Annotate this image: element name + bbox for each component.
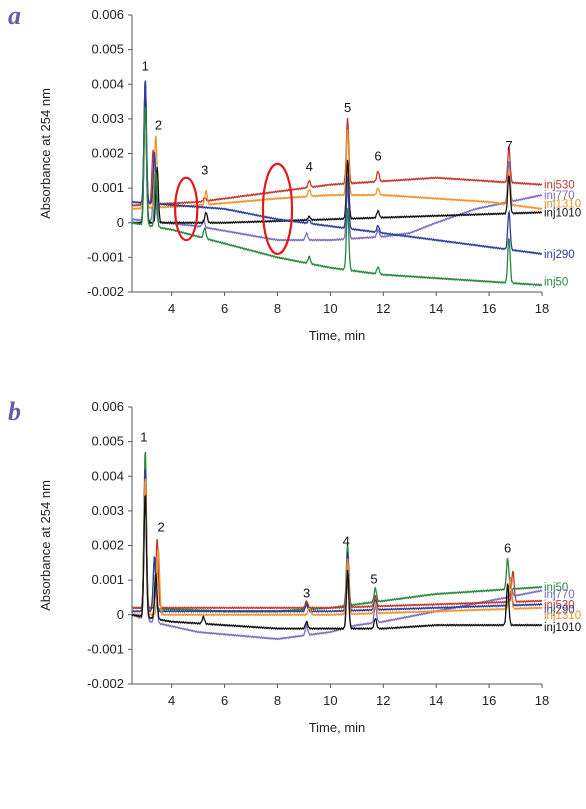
- x-axis-label: Time, min: [309, 328, 366, 343]
- legend-entry-inj1310: inj1310: [544, 199, 581, 211]
- y-tick-label: -0.001: [87, 641, 124, 656]
- x-axis-label: Time, min: [309, 720, 366, 735]
- series-line-inj770: [131, 85, 542, 242]
- chart-panel-b: 0.006 0.005 0.004 0.003 0.002 0.001 0 -0.001 -0.…: [38, 399, 581, 735]
- peak-label: 1: [140, 430, 147, 445]
- x-tick-label: 10: [323, 301, 337, 316]
- series-line-inj770: [131, 491, 542, 641]
- peak-label: 5: [344, 100, 351, 115]
- peak-label: 6: [374, 148, 381, 163]
- legend-entry-inj1010: inj1010: [544, 207, 581, 219]
- peak-label: 3: [201, 162, 208, 177]
- y-tick-label: 0.003: [91, 503, 124, 518]
- peak-label: 4: [306, 159, 313, 174]
- panel-letter-b: b: [8, 397, 21, 426]
- y-tick-label: 0.002: [91, 146, 124, 161]
- peak-label: 3: [303, 585, 310, 600]
- series-line-inj1010: [131, 495, 543, 631]
- peak-label: 4: [343, 534, 350, 549]
- panel-letter-a: a: [8, 1, 21, 30]
- x-tick-label: 18: [535, 693, 549, 708]
- y-tick-label: 0.005: [91, 434, 124, 449]
- series-line-inj1310: [131, 478, 543, 617]
- legend-entry-inj1310: inj1310: [544, 610, 581, 622]
- highlight-ellipse: [174, 176, 199, 242]
- peak-label: 6: [504, 540, 511, 555]
- y-axis-label: Absorbance at 254 nm: [38, 480, 53, 611]
- y-tick-label: -0.001: [87, 249, 124, 264]
- legend-entry-inj290: inj290: [544, 249, 575, 261]
- x-tick-label: 14: [429, 301, 443, 316]
- x-tick-label: 18: [535, 301, 549, 316]
- series-line-inj1310: [131, 85, 543, 211]
- chart-panel-a: 0.006 0.005 0.004 0.003 0.002 0.001 0 -0.001 -0.…: [38, 7, 581, 343]
- x-tick-label: 8: [274, 301, 281, 316]
- series-line-inj50: [131, 106, 543, 287]
- x-tick-label: 12: [376, 693, 390, 708]
- y-tick-label: 0: [117, 607, 124, 622]
- peak-label: 7: [505, 138, 512, 153]
- peak-label: 5: [370, 572, 377, 587]
- y-tick-label: 0.003: [91, 111, 124, 126]
- y-axis-label: Absorbance at 254 nm: [38, 88, 53, 219]
- x-tick-label: 16: [482, 693, 496, 708]
- legend-entry-inj290: inj290: [544, 605, 575, 617]
- y-tick-label: 0.006: [91, 399, 124, 414]
- series-line-inj1010: [131, 94, 543, 225]
- x-tick-label: 6: [221, 693, 228, 708]
- legend-entry-inj770: inj770: [544, 589, 575, 601]
- series-line-inj50: [131, 451, 542, 613]
- legend-entry-inj770: inj770: [544, 190, 575, 202]
- y-tick-label: 0.001: [91, 572, 124, 587]
- y-tick-label: 0.004: [91, 468, 124, 483]
- series-line-inj290: [131, 80, 543, 256]
- peak-label: 2: [157, 520, 164, 535]
- x-tick-label: 10: [323, 693, 337, 708]
- legend-entry-inj50: inj50: [544, 277, 568, 289]
- x-tick-label: 4: [168, 693, 175, 708]
- x-tick-label: 16: [482, 301, 496, 316]
- x-tick-label: 8: [274, 693, 281, 708]
- series-line-inj290: [131, 469, 543, 613]
- y-tick-label: -0.002: [87, 676, 124, 691]
- legend-entry-inj530: inj530: [544, 599, 575, 611]
- series-line-inj530: [131, 471, 543, 610]
- x-tick-label: 12: [376, 301, 390, 316]
- y-tick-label: 0: [117, 215, 124, 230]
- x-tick-label: 14: [429, 693, 443, 708]
- y-tick-label: 0.005: [91, 42, 124, 57]
- highlight-ellipse: [261, 162, 294, 256]
- y-tick-label: 0.004: [91, 76, 124, 91]
- legend-entry-inj530: inj530: [544, 180, 575, 192]
- peak-label: 2: [155, 117, 162, 132]
- x-tick-label: 4: [168, 301, 175, 316]
- y-tick-label: 0.001: [91, 180, 124, 195]
- series-line-inj530: [131, 81, 543, 207]
- legend-entry-inj50: inj50: [544, 582, 568, 594]
- legend-entry-inj1010: inj1010: [544, 622, 581, 634]
- y-tick-label: 0.006: [91, 7, 124, 22]
- x-tick-label: 6: [221, 301, 228, 316]
- y-tick-label: 0.002: [91, 538, 124, 553]
- y-tick-label: -0.002: [87, 284, 124, 299]
- peak-label: 1: [142, 58, 149, 73]
